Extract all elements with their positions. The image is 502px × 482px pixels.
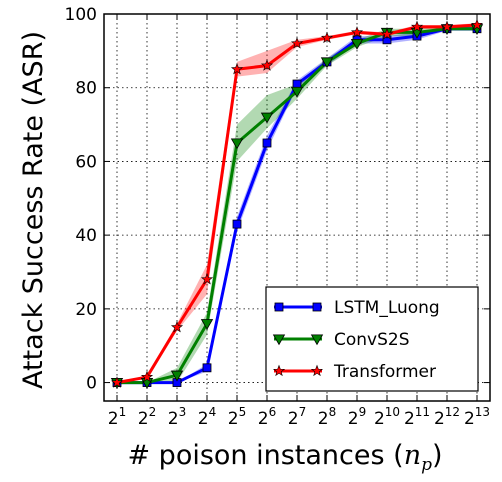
point-transformer <box>110 376 124 388</box>
legend-marker-transformer <box>310 364 324 377</box>
x-axis-label-text: # poison instances ( <box>127 440 403 471</box>
point-transformer <box>410 20 424 33</box>
point-transformer <box>320 31 334 44</box>
point-lstm-luong <box>232 219 242 229</box>
point-convs2s <box>290 86 304 98</box>
x-tick-label: 21 <box>108 405 126 429</box>
axis-ticks <box>104 13 490 401</box>
point-transformer <box>350 26 364 38</box>
x-tick-label: 210 <box>374 405 400 429</box>
x-axis-label-subscript: p <box>421 455 432 475</box>
x-tick-label: 24 <box>198 405 216 429</box>
x-axis-label: # poison instances (np) <box>127 440 442 475</box>
point-transformer <box>200 273 214 285</box>
legend-marker-lstm-luong <box>274 302 284 312</box>
legend-marker-convs2s <box>310 334 324 346</box>
y-tick-label: 0 <box>86 374 97 394</box>
point-convs2s <box>230 138 244 150</box>
point-lstm-luong <box>262 138 272 148</box>
x-tick-label: 28 <box>318 405 336 429</box>
y-tick-labels: 0 20 40 60 80 100 <box>65 5 97 394</box>
confidence-bands <box>117 23 477 383</box>
legend-label-convs2s: ConvS2S <box>334 330 410 350</box>
point-lstm-luong <box>202 363 212 373</box>
point-transformer <box>290 37 304 49</box>
x-tick-label: 213 <box>464 405 490 429</box>
point-transformer <box>170 320 184 333</box>
x-tick-label: 27 <box>288 405 306 429</box>
x-tick-label: 26 <box>258 405 276 429</box>
series-markers <box>110 18 484 389</box>
x-tick-label: 211 <box>404 405 430 429</box>
y-tick-label: 80 <box>75 79 97 99</box>
point-transformer <box>230 62 244 75</box>
y-tick-label: 20 <box>75 300 97 320</box>
point-lstm-luong <box>292 79 302 89</box>
y-tick-label: 100 <box>65 5 97 25</box>
band-transformer <box>117 23 477 383</box>
legend: LSTM_Luong ConvS2S Transformer <box>265 286 479 392</box>
point-convs2s <box>200 319 214 330</box>
legend-marker-convs2s <box>272 334 286 346</box>
point-transformer <box>260 59 274 71</box>
legend-label-lstm-luong: LSTM_Luong <box>334 298 440 318</box>
legend-marker-transformer <box>272 364 286 377</box>
point-transformer <box>470 18 484 31</box>
y-tick-label: 40 <box>75 226 97 246</box>
x-tick-labels: 21 22 23 24 25 26 27 28 29 210 211 212 213 <box>108 405 490 429</box>
point-convs2s <box>350 38 364 50</box>
x-tick-label: 23 <box>168 405 186 429</box>
point-convs2s <box>260 112 274 124</box>
x-tick-label: 29 <box>348 405 366 429</box>
legend-marker-lstm-luong <box>312 302 322 312</box>
y-axis-label: Attack Success Rate (ASR) <box>18 31 49 389</box>
point-transformer <box>140 370 154 383</box>
x-axis-label-close: ) <box>432 440 443 471</box>
x-tick-label: 25 <box>228 405 246 429</box>
x-tick-label: 22 <box>138 405 156 429</box>
point-convs2s <box>170 370 184 382</box>
y-tick-label: 60 <box>75 152 97 172</box>
point-transformer <box>440 20 454 33</box>
band-convs2s <box>117 26 477 383</box>
legend-label-transformer: Transformer <box>333 362 436 382</box>
point-transformer <box>380 27 394 40</box>
x-tick-label: 212 <box>434 405 460 429</box>
point-convs2s <box>320 57 334 69</box>
x-axis-label-symbol: n <box>404 440 421 471</box>
